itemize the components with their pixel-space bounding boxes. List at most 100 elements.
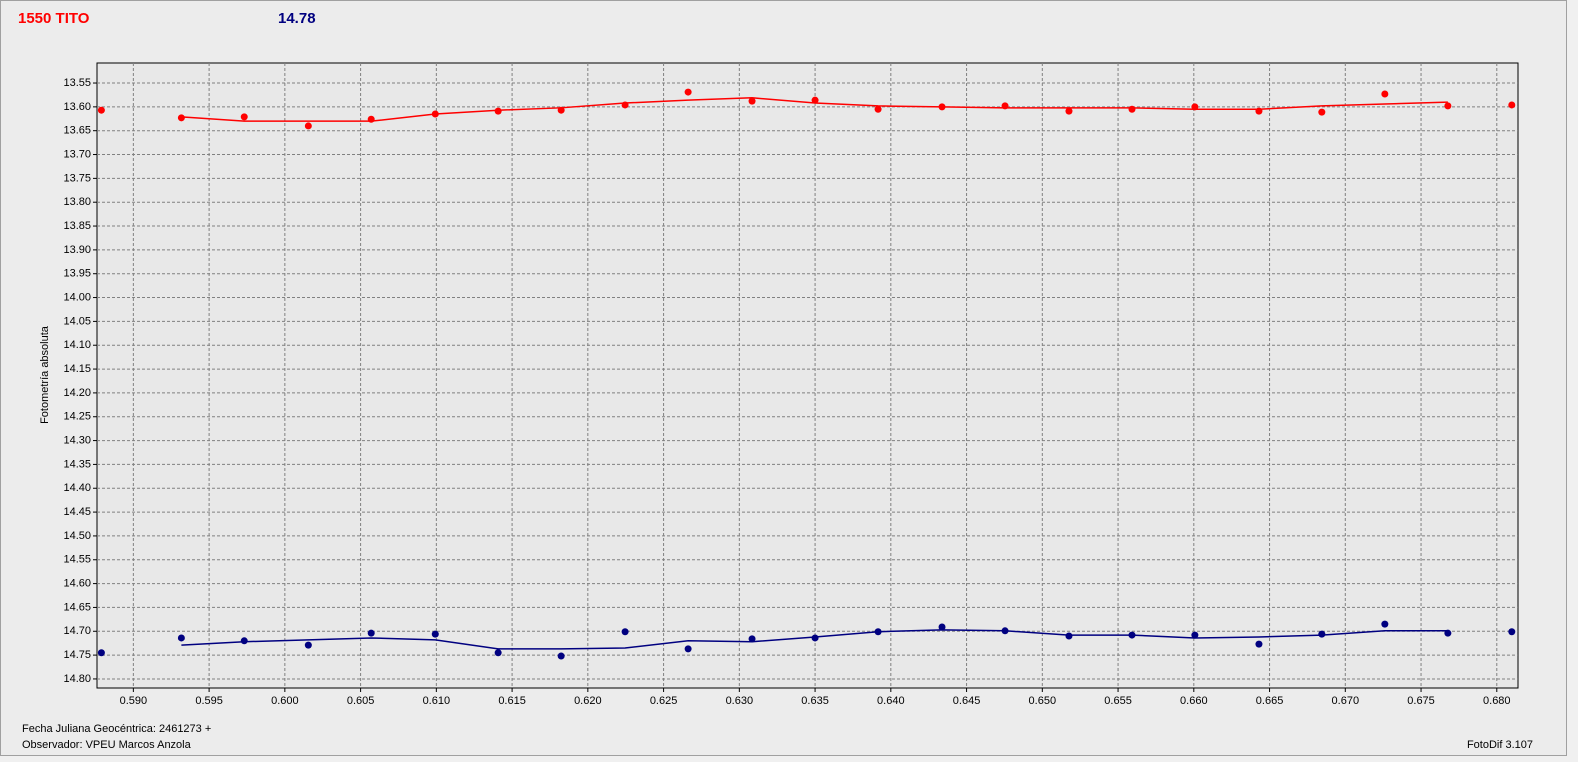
x-tick-label: 0.670 — [1332, 695, 1360, 707]
data-point — [621, 101, 629, 109]
data-point — [431, 110, 439, 118]
data-point — [240, 637, 248, 645]
header-label: 1550 TITO — [18, 10, 90, 27]
y-tick-label: 13.60 — [63, 101, 91, 113]
data-point — [367, 115, 375, 123]
data-point — [97, 649, 105, 657]
data-point — [557, 106, 565, 114]
footer-software: FotoDif 3.107 — [1467, 739, 1533, 751]
footer-date: Fecha Juliana Geocéntrica: 2461273 + — [22, 723, 211, 735]
data-point — [1381, 90, 1389, 98]
data-point — [97, 106, 105, 114]
y-tick-label: 13.75 — [63, 172, 91, 184]
data-point — [1191, 631, 1199, 639]
y-tick-label: 14.75 — [63, 649, 91, 661]
data-point — [621, 628, 629, 636]
data-point — [1318, 630, 1326, 638]
data-point — [874, 628, 882, 636]
data-point — [1255, 640, 1263, 648]
y-tick-label: 14.65 — [63, 601, 91, 613]
header-label: 14.78 — [278, 10, 316, 27]
data-point — [367, 629, 375, 637]
data-point — [494, 107, 502, 115]
x-tick-label: 0.635 — [801, 695, 829, 707]
x-tick-label: 0.665 — [1256, 695, 1284, 707]
y-tick-label: 14.50 — [63, 530, 91, 542]
x-tick-label: 0.615 — [498, 695, 526, 707]
data-point — [1508, 101, 1516, 109]
y-tick-label: 13.55 — [63, 77, 91, 89]
data-point — [304, 641, 312, 649]
x-tick-label: 0.595 — [195, 695, 223, 707]
y-tick-label: 14.35 — [63, 458, 91, 470]
x-tick-label: 0.650 — [1029, 695, 1057, 707]
y-tick-label: 14.10 — [63, 339, 91, 351]
y-tick-label: 13.95 — [63, 268, 91, 280]
y-tick-label: 14.60 — [63, 578, 91, 590]
y-tick-label: 14.55 — [63, 554, 91, 566]
plot-area — [96, 62, 1519, 689]
data-point — [748, 97, 756, 105]
y-tick-label: 14.25 — [63, 411, 91, 423]
y-tick-label: 13.70 — [63, 148, 91, 160]
y-tick-label: 13.65 — [63, 125, 91, 137]
data-point — [684, 88, 692, 96]
data-point — [177, 634, 185, 642]
x-tick-label: 0.620 — [574, 695, 602, 707]
x-tick-label: 0.640 — [877, 695, 905, 707]
data-point — [494, 649, 502, 657]
data-point — [1444, 102, 1452, 110]
data-point — [1128, 631, 1136, 639]
x-tick-label: 0.600 — [271, 695, 299, 707]
x-tick-label: 0.610 — [423, 695, 451, 707]
data-point — [240, 113, 248, 121]
x-tick-label: 0.590 — [120, 695, 148, 707]
data-point — [748, 635, 756, 643]
y-tick-label: 14.40 — [63, 482, 91, 494]
y-tick-label: 14.80 — [63, 673, 91, 685]
data-point — [177, 114, 185, 122]
x-tick-label: 0.625 — [650, 695, 678, 707]
data-point — [304, 122, 312, 130]
data-point — [1381, 620, 1389, 628]
data-point — [1001, 102, 1009, 110]
data-point — [1065, 632, 1073, 640]
data-point — [938, 623, 946, 631]
data-point — [1191, 103, 1199, 111]
y-tick-label: 14.30 — [63, 434, 91, 446]
x-tick-label: 0.605 — [347, 695, 375, 707]
data-point — [1001, 627, 1009, 635]
y-tick-label: 14.20 — [63, 387, 91, 399]
y-tick-label: 14.70 — [63, 625, 91, 637]
data-point — [684, 645, 692, 653]
y-tick-label: 14.45 — [63, 506, 91, 518]
y-tick-label: 14.05 — [63, 315, 91, 327]
x-tick-label: 0.645 — [953, 695, 981, 707]
x-tick-label: 0.660 — [1180, 695, 1208, 707]
y-tick-label: 14.00 — [63, 291, 91, 303]
data-point — [1065, 107, 1073, 115]
x-tick-label: 0.630 — [726, 695, 754, 707]
data-point — [1255, 107, 1263, 115]
data-point — [1318, 108, 1326, 116]
data-point — [431, 630, 439, 638]
data-point — [557, 652, 565, 660]
x-tick-label: 0.680 — [1483, 695, 1511, 707]
x-tick-label: 0.655 — [1104, 695, 1132, 707]
y-axis-label: Fotometría absoluta — [39, 325, 51, 424]
data-point — [1508, 628, 1516, 636]
y-tick-label: 13.90 — [63, 244, 91, 256]
data-point — [811, 634, 819, 642]
data-point — [811, 96, 819, 104]
y-tick-label: 13.85 — [63, 220, 91, 232]
data-point — [1128, 105, 1136, 113]
x-tick-label: 0.675 — [1407, 695, 1435, 707]
data-point — [938, 103, 946, 111]
data-point — [1444, 629, 1452, 637]
data-point — [874, 105, 882, 113]
y-tick-label: 13.80 — [63, 196, 91, 208]
y-tick-label: 14.15 — [63, 363, 91, 375]
footer-observer: Observador: VPEU Marcos Anzola — [22, 739, 192, 751]
